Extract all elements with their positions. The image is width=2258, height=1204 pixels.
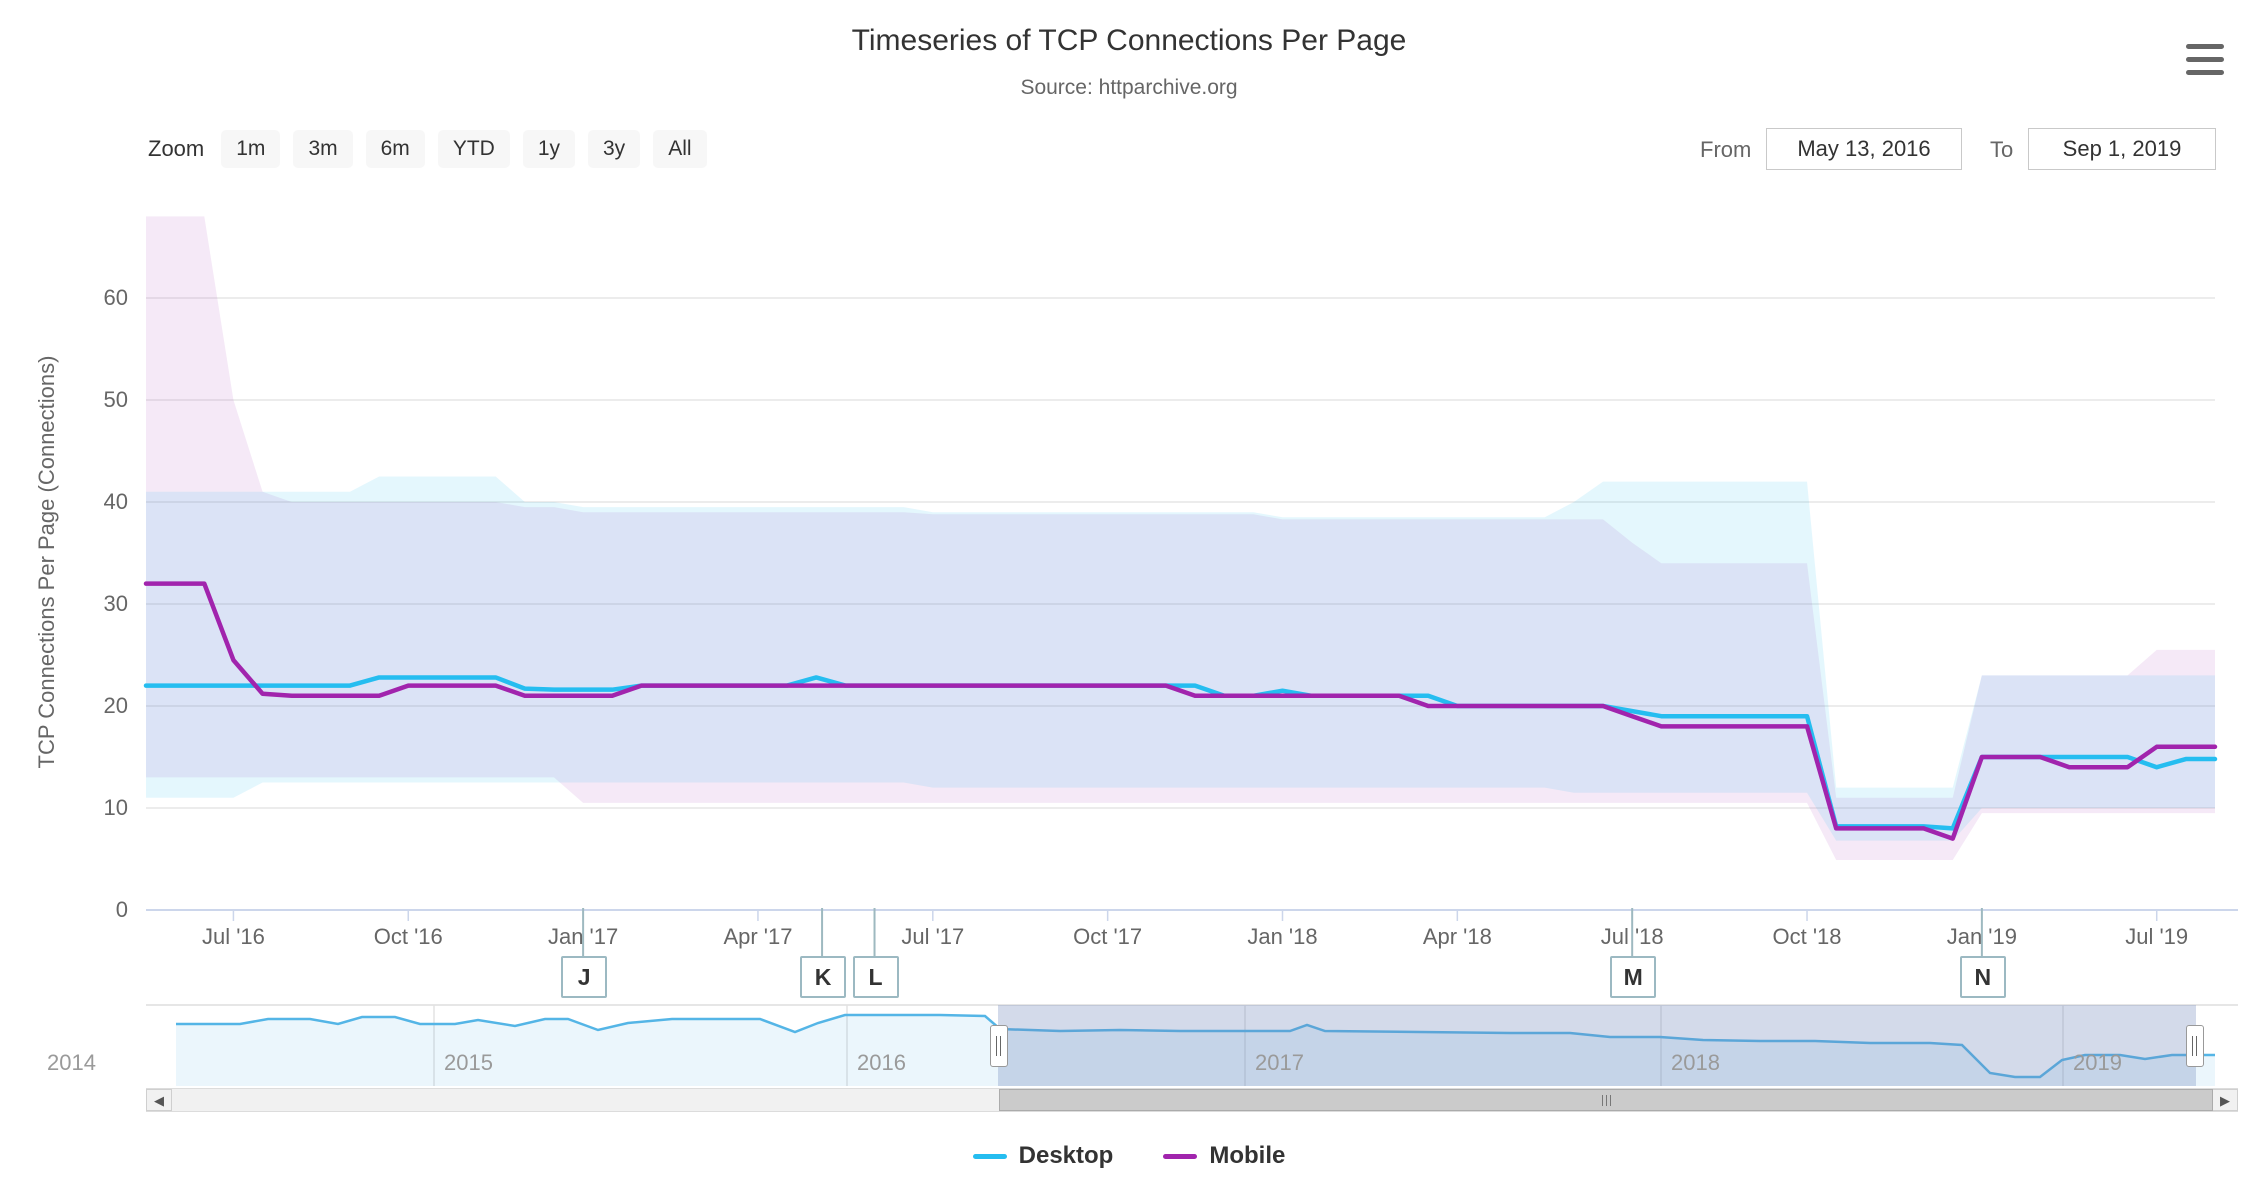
x-axis-label: Oct '17	[1073, 924, 1143, 949]
y-axis-label-40: 40	[103, 489, 128, 514]
x-axis-label: Jan '17	[547, 924, 619, 949]
navigator-handle-left[interactable]	[990, 1025, 1008, 1067]
zoom-button-3m[interactable]: 3m	[293, 130, 353, 168]
from-label: From	[1700, 137, 1752, 162]
to-label: To	[1990, 137, 2014, 162]
legend-item-desktop[interactable]: Desktop	[972, 1142, 1114, 1170]
desktop-swatch-icon	[972, 1153, 1007, 1159]
navigator-area-fill	[176, 1015, 2215, 1086]
mobile-series-line	[143, 581, 2218, 841]
x-axis-label: Jul '18	[1600, 924, 1664, 949]
mobile-swatch-icon	[1163, 1153, 1198, 1159]
scrollbar-grip	[1602, 1095, 1603, 1106]
mobile-range-band	[146, 216, 2215, 861]
x-axis-label: Jul '16	[201, 924, 265, 949]
y-axis-label-10: 10	[103, 795, 128, 820]
range-selector: Zoom 1m 3m 6m YTD 1y 3y All	[148, 128, 707, 170]
flag-marker-l[interactable]: L	[852, 956, 899, 998]
zoom-label: Zoom	[148, 136, 205, 161]
navigator-handle-right[interactable]	[2186, 1025, 2204, 1067]
legend-label: Desktop	[1018, 1142, 1114, 1169]
zoom-button-all[interactable]: All	[653, 130, 707, 168]
chart-subtitle: Source: httparchive.org	[1020, 76, 1238, 99]
navigator-year-label-2019: 2019	[2073, 1050, 2122, 1075]
scrollbar-left-arrow-icon[interactable]: ◀	[146, 1089, 172, 1111]
legend: Desktop Mobile	[0, 1142, 2258, 1170]
chart-title: Timeseries of TCP Connections Per Page	[851, 24, 1407, 57]
scrollbar-grip	[1610, 1095, 1611, 1106]
flag-marker-n[interactable]: N	[1959, 956, 2006, 998]
navigator-year-label-2014: 2014	[47, 1050, 96, 1075]
zoom-button-6m[interactable]: 6m	[365, 130, 425, 168]
scrollbar-grip	[1606, 1095, 1607, 1106]
flag-marker-j[interactable]: J	[561, 956, 608, 998]
x-axis-label: Apr '18	[1422, 924, 1492, 949]
scrollbar-right-arrow-icon[interactable]: ▶	[2212, 1089, 2238, 1111]
desktop-range-band	[146, 476, 2215, 841]
zoom-button-1m[interactable]: 1m	[221, 130, 281, 168]
scrollbar-thumb[interactable]	[999, 1089, 2213, 1111]
flag-marker-m[interactable]: M	[1610, 956, 1657, 998]
x-axis-label: Jan '18	[1247, 924, 1318, 949]
from-date-input[interactable]	[1766, 128, 1962, 170]
x-axis-label: Oct '16	[373, 924, 443, 949]
legend-item-mobile[interactable]: Mobile	[1163, 1142, 1285, 1170]
navigator-year-label-2018: 2018	[1671, 1050, 1720, 1075]
scrollbar-track[interactable]: ◀ ▶	[146, 1088, 2238, 1112]
zoom-button-ytd[interactable]: YTD	[437, 130, 510, 168]
zoom-button-1y[interactable]: 1y	[522, 130, 575, 168]
navigator-year-label-2017: 2017	[1255, 1050, 1304, 1075]
navigator-selected-mask[interactable]	[998, 1005, 2196, 1086]
hamburger-bar	[2186, 44, 2224, 49]
date-range-controls: From To	[0, 128, 2226, 172]
hamburger-bar	[2186, 70, 2224, 75]
y-axis-label-30: 30	[103, 591, 128, 616]
x-axis-label: Oct '18	[1772, 924, 1842, 949]
y-axis-label-0: 0	[115, 897, 128, 922]
y-axis-label-50: 50	[103, 387, 128, 412]
to-date-input[interactable]	[2028, 128, 2216, 170]
flag-marker-k[interactable]: K	[800, 956, 847, 998]
navigator-year-label-2016: 2016	[857, 1050, 906, 1075]
legend-label: Mobile	[1209, 1142, 1286, 1169]
navigator-year-label-2015: 2015	[444, 1050, 493, 1075]
x-axis-label: Jul '17	[901, 924, 965, 949]
navigator-series-line	[176, 1013, 2215, 1079]
context-menu-icon[interactable]	[2186, 44, 2224, 83]
zoom-button-3y[interactable]: 3y	[588, 130, 641, 168]
x-axis-label: Apr '17	[723, 924, 793, 949]
x-axis-label: Jan '19	[1946, 924, 2017, 949]
y-axis-label-20: 20	[103, 693, 128, 718]
hamburger-bar	[2186, 57, 2224, 62]
x-axis-label: Jul '19	[2125, 924, 2189, 949]
y-axis-label-60: 60	[103, 285, 128, 310]
